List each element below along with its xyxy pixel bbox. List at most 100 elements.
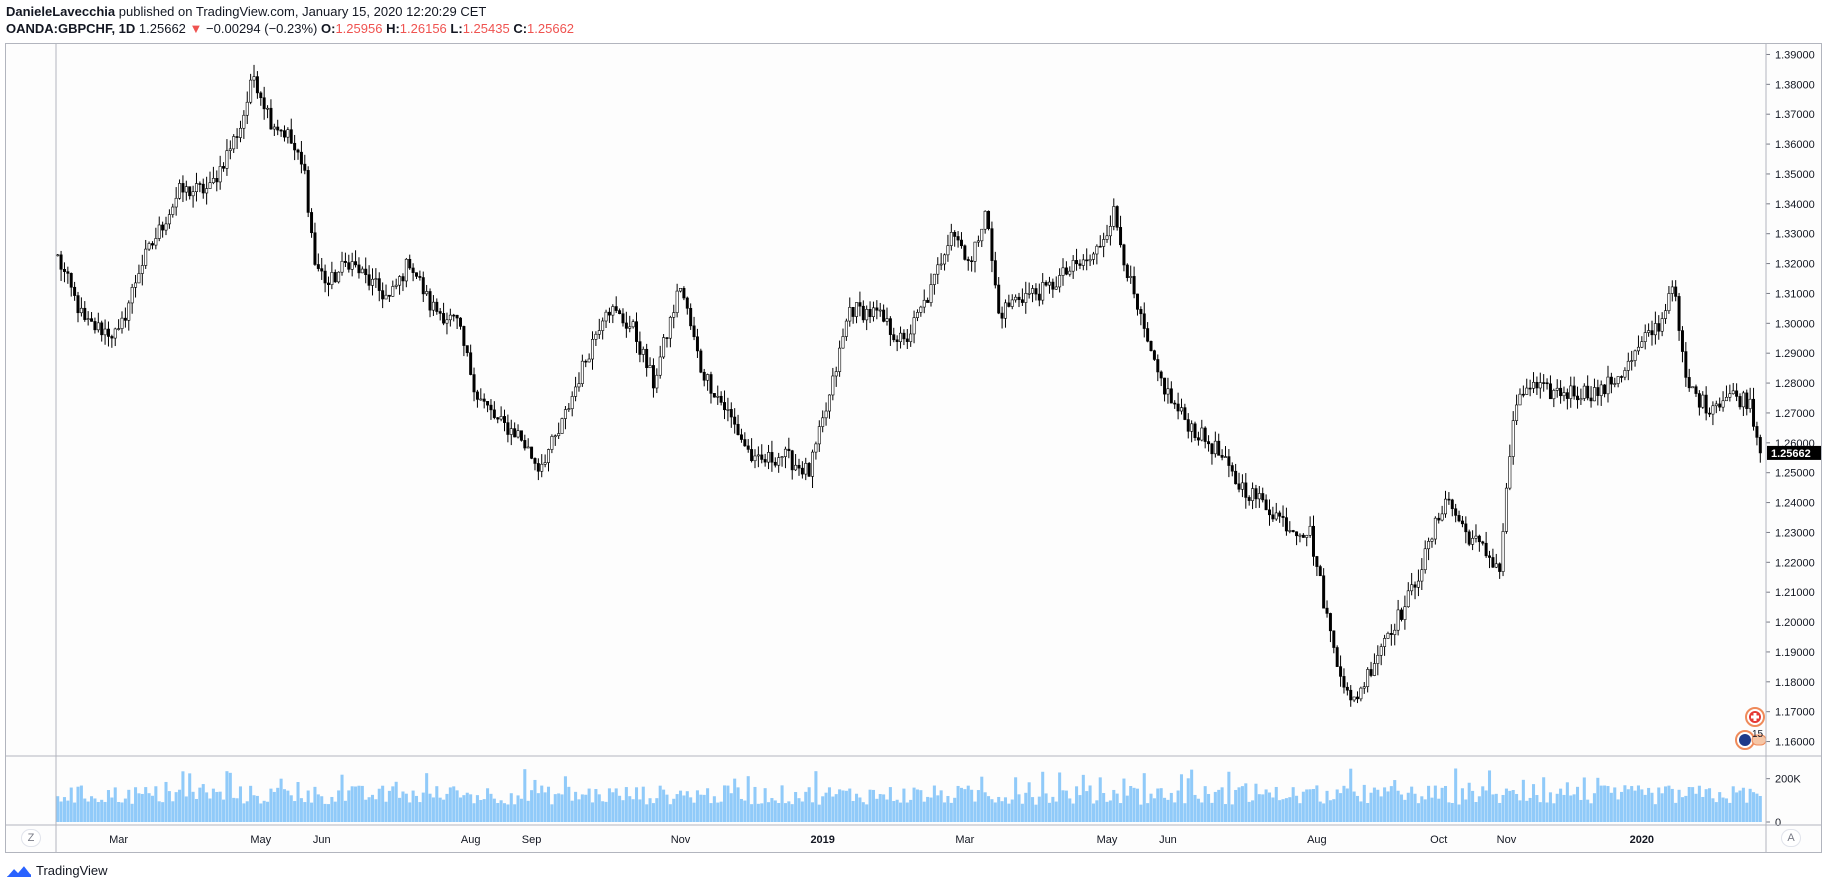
time-tick-label: Mar xyxy=(109,834,128,846)
volume-bar xyxy=(726,785,730,822)
candle xyxy=(73,281,77,301)
volume-bar xyxy=(222,799,226,822)
candle-body xyxy=(1305,535,1309,538)
candle-body xyxy=(943,254,947,265)
volume-bar xyxy=(767,802,771,822)
volume-bar xyxy=(1643,794,1647,822)
candle-body xyxy=(1552,390,1556,400)
candle-body xyxy=(367,274,371,286)
candle xyxy=(1007,294,1011,308)
volume-bar xyxy=(1362,784,1366,822)
candle-body xyxy=(106,328,110,337)
volume-bar xyxy=(1031,797,1035,822)
volume-bar xyxy=(682,795,686,822)
candle xyxy=(824,402,828,426)
candle-body xyxy=(255,76,259,94)
candle xyxy=(753,449,757,469)
candle-body xyxy=(543,462,547,465)
candle-body xyxy=(421,277,425,295)
candle-body xyxy=(767,452,771,463)
volume-bar xyxy=(1559,788,1563,822)
volume-bar xyxy=(655,798,659,822)
volume-bar xyxy=(235,798,239,822)
candle xyxy=(1393,623,1397,646)
candle xyxy=(767,444,771,470)
volume-bar xyxy=(1657,787,1661,822)
candle xyxy=(1152,349,1156,361)
candle-body xyxy=(1234,470,1238,485)
candle xyxy=(1366,667,1370,693)
volume-bar xyxy=(729,793,733,822)
candle-body xyxy=(790,450,794,471)
volume-bar xyxy=(374,799,378,822)
candle-body xyxy=(865,309,869,321)
volume-bar xyxy=(201,784,205,822)
volume-bar xyxy=(117,801,121,822)
volume-bar xyxy=(259,803,263,822)
candle-body xyxy=(557,433,561,437)
volume-bar xyxy=(763,788,767,822)
candle xyxy=(455,314,459,329)
candle xyxy=(861,300,865,323)
candle-body xyxy=(970,260,974,263)
volume-bar xyxy=(706,788,710,822)
candle xyxy=(1657,315,1661,340)
candle-body xyxy=(1335,647,1339,667)
candle xyxy=(1071,255,1075,279)
candle xyxy=(1548,375,1552,400)
candle xyxy=(949,223,953,251)
price-tick-label: 1.27000 xyxy=(1775,408,1815,420)
candle xyxy=(401,273,405,292)
candle xyxy=(1643,324,1647,350)
volume-bar xyxy=(279,778,283,822)
candle-body xyxy=(1274,512,1278,520)
volume-bar xyxy=(90,796,94,822)
candle-body xyxy=(455,314,459,319)
candle-body xyxy=(675,290,679,313)
volume-bar xyxy=(787,801,791,822)
candle-body xyxy=(729,409,733,418)
volume-bar xyxy=(1518,800,1522,822)
candle xyxy=(106,321,110,347)
candle xyxy=(100,320,104,342)
candle-body xyxy=(530,446,534,459)
candle-body xyxy=(814,443,818,453)
candle xyxy=(1142,302,1146,338)
footer-brand[interactable]: TradingView xyxy=(6,862,108,878)
author-name[interactable]: DanieleLavecchia xyxy=(6,4,116,19)
volume-bar xyxy=(648,798,652,822)
auto-fit-z-button[interactable]: Z xyxy=(21,829,41,847)
candle-body xyxy=(770,452,774,463)
candle-body xyxy=(1613,383,1617,385)
candle xyxy=(1200,419,1204,442)
candle xyxy=(943,253,947,271)
candle-body xyxy=(1630,360,1634,362)
volume-bar xyxy=(286,790,290,822)
volume-bar xyxy=(205,792,209,822)
volume-bar xyxy=(1322,803,1326,822)
candle xyxy=(915,309,919,322)
candle-body xyxy=(1278,512,1282,517)
candle xyxy=(547,448,550,472)
candle xyxy=(1427,537,1431,561)
candle xyxy=(1525,378,1529,395)
candle xyxy=(1339,655,1343,687)
candle-body xyxy=(1501,531,1505,572)
time-tick-label: Jun xyxy=(1159,834,1177,846)
candle-body xyxy=(496,417,500,420)
volume-bar xyxy=(590,802,595,822)
volume-bar xyxy=(184,796,188,822)
auto-scale-a-button[interactable]: A xyxy=(1781,829,1801,847)
candle xyxy=(763,453,767,467)
volume-bar xyxy=(310,802,314,822)
candle xyxy=(533,457,537,471)
volume-bar xyxy=(123,798,127,822)
candle xyxy=(1728,384,1732,402)
candle xyxy=(448,308,452,327)
volume-bar xyxy=(1288,797,1292,822)
candle xyxy=(1569,376,1573,408)
volume-bar xyxy=(418,802,422,822)
last-price-value: 1.25662 xyxy=(138,21,186,36)
candle xyxy=(174,187,178,216)
